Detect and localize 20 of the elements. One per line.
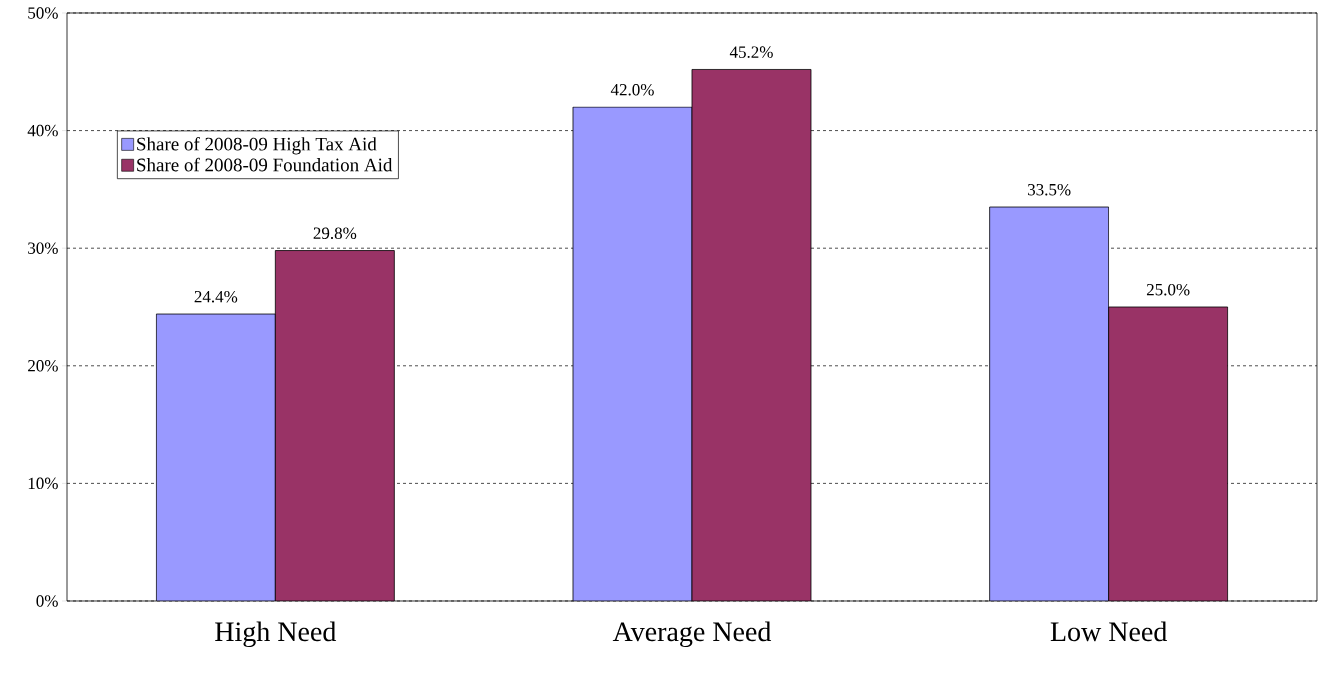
- data-label: 33.5%: [1028, 183, 1071, 196]
- bar: [274, 250, 395, 601]
- y-tick-label: 20%: [28, 360, 58, 372]
- bar: [1108, 306, 1229, 601]
- data-label: 25.0%: [1146, 283, 1190, 296]
- x-tick-label: Average Need: [612, 621, 772, 647]
- bar: [691, 69, 812, 601]
- y-tick-label: 10%: [28, 477, 58, 490]
- data-label: 42.0%: [610, 83, 654, 96]
- data-label: 45.2%: [729, 46, 773, 58]
- x-tick-label: Low Need: [1050, 621, 1168, 642]
- x-tick-label: High Need: [215, 621, 337, 647]
- y-tick-label: 30%: [28, 242, 58, 254]
- data-label: 24.4%: [194, 290, 238, 303]
- y-tick-label: 0%: [36, 595, 58, 607]
- legend-label: Share of 2008-09 High Tax Aid: [137, 136, 377, 155]
- y-tick-label: 40%: [27, 124, 58, 137]
- data-label: 29.8%: [313, 227, 357, 239]
- legend-label: Share of 2008-09 Foundation Aid: [137, 157, 393, 172]
- y-tick-label: 50%: [28, 7, 58, 19]
